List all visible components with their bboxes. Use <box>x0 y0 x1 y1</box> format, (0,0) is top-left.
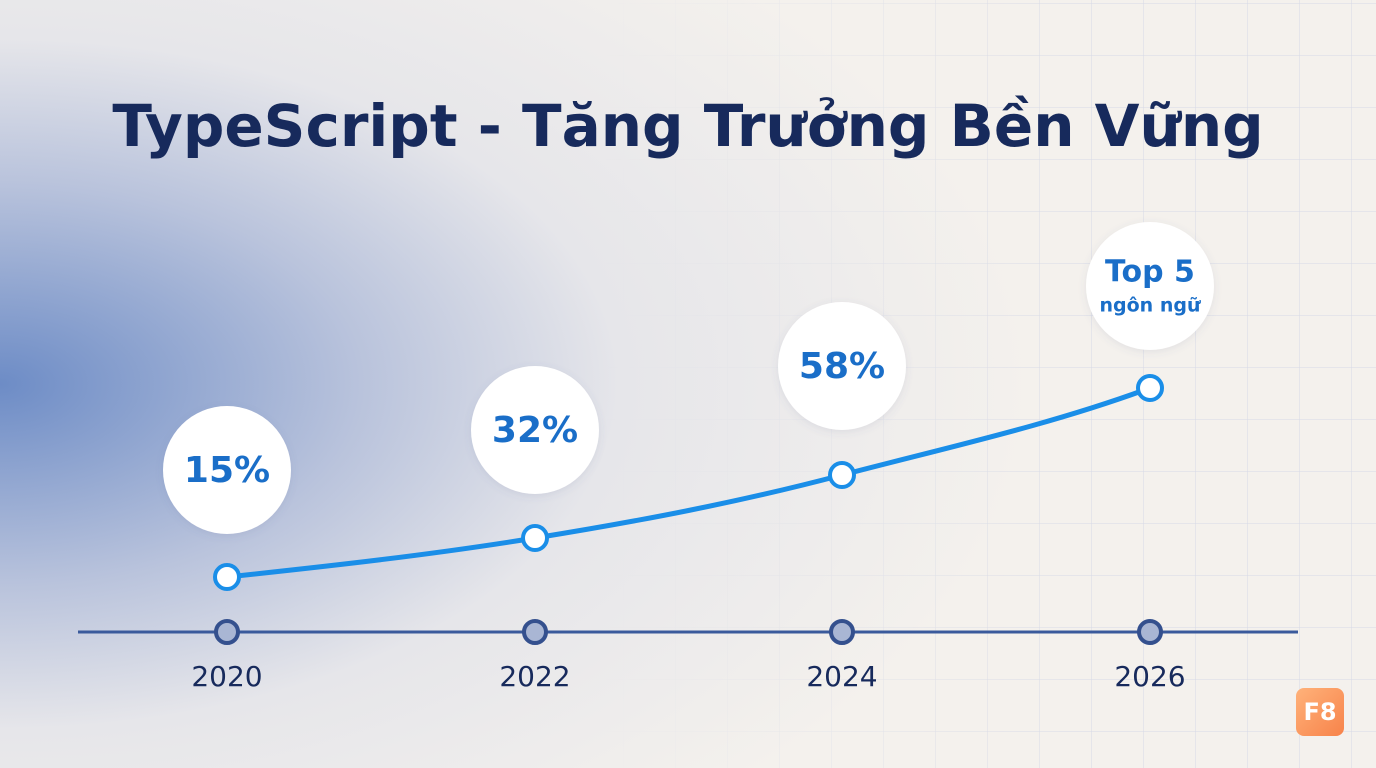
axis-node <box>1137 619 1163 645</box>
point <box>521 524 549 552</box>
title: TypeScript - Tăng Trưởng Bền Vững <box>112 92 1263 160</box>
value-label: 58% <box>799 346 885 387</box>
value-label: 32% <box>492 410 578 451</box>
bubble <box>471 366 599 494</box>
point <box>828 461 856 489</box>
trend-line <box>224 385 1153 580</box>
axis-node <box>829 619 855 645</box>
year-label: 2026 <box>1114 660 1185 693</box>
bubble <box>778 302 906 430</box>
point <box>213 563 241 591</box>
logo-box <box>1296 688 1344 736</box>
point <box>1136 374 1164 402</box>
year-label: 2020 <box>191 660 262 693</box>
logo: F8 <box>1303 698 1336 726</box>
timeline: 2020 15% 2022 32% 2024 58% 2026 Top 5 ngôn ngữ <box>163 222 1214 693</box>
value-sublabel: ngôn ngữ <box>1100 295 1201 317</box>
bubble <box>163 406 291 534</box>
value-label: Top 5 <box>1105 255 1195 290</box>
value-label: 15% <box>184 450 270 491</box>
year-label: 2024 <box>806 660 877 693</box>
bubble <box>1086 222 1214 350</box>
axis-node <box>214 619 240 645</box>
year-label: 2022 <box>499 660 570 693</box>
axis-node <box>522 619 548 645</box>
